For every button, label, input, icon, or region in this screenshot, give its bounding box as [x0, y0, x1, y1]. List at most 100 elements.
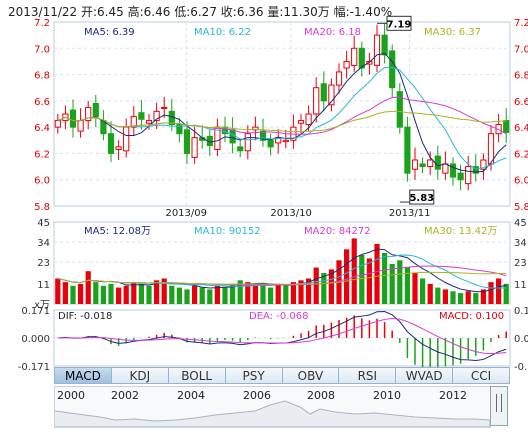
volume-bar: [503, 283, 509, 304]
tab-macd[interactable]: MACD: [54, 367, 112, 384]
candle-body: [183, 129, 191, 154]
ma5-line: [57, 53, 507, 173]
candle-body: [335, 71, 343, 86]
candle-body: [85, 106, 92, 122]
y-tick-label-right: 7.0: [514, 44, 528, 55]
volume-bar: [199, 287, 205, 304]
volume-y-tick-label: 11: [37, 280, 50, 291]
volume-bar: [382, 252, 388, 304]
tab-boll[interactable]: BOLL: [168, 367, 226, 384]
y-tick-label-right: 6.8: [514, 71, 528, 82]
price-legend-ma20-line: MA20: 6.18: [304, 27, 361, 38]
candle-body: [373, 34, 381, 66]
volume-y-tick-label: 45: [37, 218, 50, 229]
candle-body: [221, 126, 229, 135]
year-label: 2012: [439, 389, 467, 402]
tab-wvad[interactable]: WVAD: [396, 367, 454, 384]
volume-ma-line: [57, 271, 507, 285]
tab-cci[interactable]: CCI: [453, 367, 510, 384]
candle-body: [244, 133, 251, 152]
volume-bar: [230, 283, 236, 304]
candle-body: [282, 139, 289, 143]
y-tick-label-left: 6.0: [34, 176, 50, 187]
history-sparkline: [55, 400, 490, 427]
volume-bar: [442, 289, 448, 304]
high-annotation-label: 7.19: [387, 19, 412, 30]
candle-body: [381, 34, 388, 56]
year-label: 2008: [307, 389, 335, 402]
range-drag-handle[interactable]: [490, 386, 508, 426]
volume-bar: [473, 293, 479, 304]
macd-y-tick-label: 0.171: [21, 306, 50, 317]
candle-body: [411, 159, 419, 170]
volume-panel-frame: [53, 221, 511, 305]
y-tick-label-left: 5.8: [34, 202, 50, 213]
volume-bar: [192, 285, 198, 304]
volume-legend: MA20: 84272: [304, 226, 371, 237]
volume-bar: [351, 238, 357, 304]
volume-bar: [458, 293, 464, 304]
candle-body: [343, 60, 350, 69]
candle-body: [305, 113, 312, 126]
y-tick-label-left: 7.0: [34, 44, 50, 55]
volume-bar: [55, 278, 61, 304]
macd-y-tick-label-right: 0.171: [514, 306, 528, 317]
volume-bar: [283, 285, 289, 304]
volume-bar: [161, 278, 167, 304]
y-tick-label-left: 7.2: [34, 18, 50, 29]
volume-bar: [138, 283, 144, 304]
volume-bar: [275, 283, 281, 304]
volume-bar: [306, 278, 312, 304]
candle-body: [92, 102, 99, 118]
volume-y-tick-label-right: 34: [514, 238, 527, 249]
low-annotation-box: [409, 189, 435, 205]
volume-bar: [176, 287, 182, 304]
candle-body: [297, 120, 305, 124]
candle-body: [351, 47, 358, 66]
x-tick-label: 2013/10: [270, 208, 312, 219]
price-legend-ma5-line: MA5: 6.39: [84, 27, 135, 38]
quote-volume: 量:11.30万: [267, 5, 330, 19]
year-label: 2004: [177, 389, 205, 402]
candle-body: [396, 91, 403, 128]
candle-body: [320, 83, 327, 102]
volume-y-tick-label: x万: [34, 300, 50, 311]
volume-bar: [100, 285, 106, 304]
tab-psy[interactable]: PSY: [225, 367, 283, 384]
volume-bar: [450, 291, 456, 304]
volume-bar: [214, 285, 220, 304]
tab-kdj[interactable]: KDJ: [111, 367, 169, 384]
macd-y-tick-label-right: -0.171: [514, 362, 528, 373]
candle-body: [427, 159, 434, 168]
macd-legend: DEA: -0.068: [249, 311, 308, 322]
year-range-bar[interactable]: 2000 2002 2004 2006 2008 2010 2012: [54, 386, 491, 428]
volume-bar: [389, 263, 395, 304]
volume-bar: [108, 283, 114, 304]
candle-body: [503, 120, 510, 133]
volume-y-tick-label: 23: [37, 258, 50, 269]
candle-body: [457, 172, 464, 181]
volume-bar: [154, 280, 160, 304]
indicator-tabs: MACD KDJ BOLL PSY OBV RSI WVAD CCI: [54, 367, 510, 384]
y-tick-label-right: 6.4: [514, 123, 528, 134]
candle-body: [259, 130, 267, 141]
year-label: 2006: [243, 389, 271, 402]
y-tick-label-left: 6.2: [34, 149, 50, 160]
volume-bar: [252, 283, 258, 304]
volume-bar: [313, 267, 319, 304]
volume-bar: [237, 280, 243, 304]
candle-body: [404, 126, 411, 174]
volume-bar: [131, 282, 137, 304]
volume-bar: [70, 285, 76, 304]
volume-legend: MA5: 12.08万: [84, 226, 151, 237]
candle-body: [442, 163, 449, 174]
volume-bar: [169, 285, 175, 304]
volume-y-tick-label-right: 23: [514, 258, 527, 269]
macd-legend: MACD: 0.100: [439, 311, 504, 322]
tab-rsi[interactable]: RSI: [339, 367, 397, 384]
volume-y-tick-label: 34: [37, 238, 50, 249]
low-annotation-label: 5.83: [409, 193, 434, 204]
tab-obv[interactable]: OBV: [282, 367, 340, 384]
y-tick-label-right: 7.2: [514, 18, 528, 29]
